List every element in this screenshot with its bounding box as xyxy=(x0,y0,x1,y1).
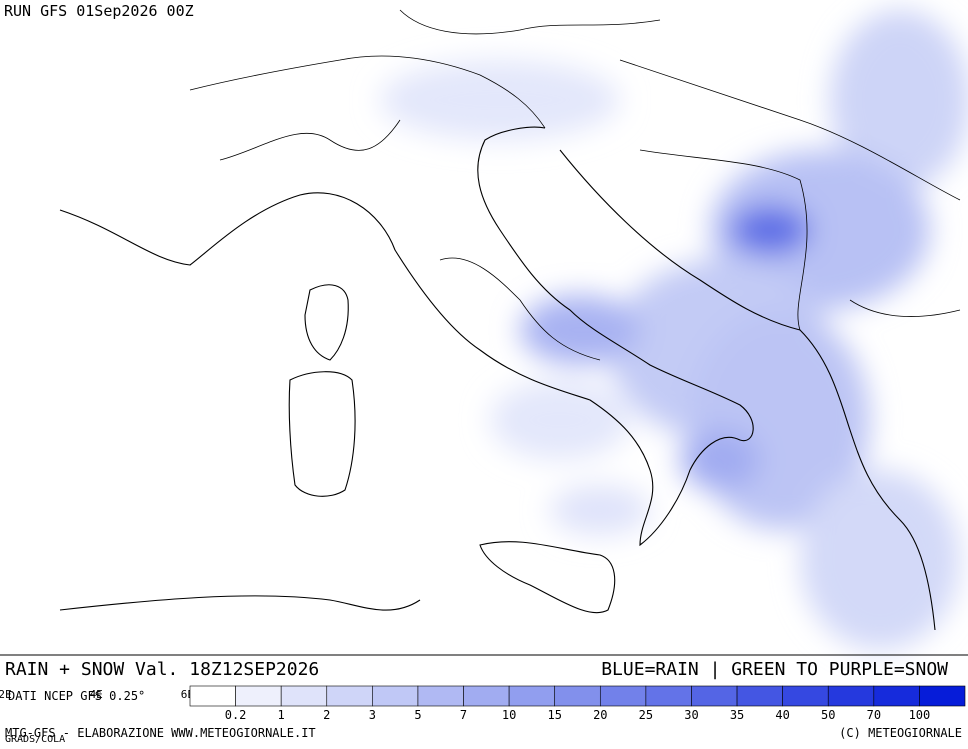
engine: GRADS/COLA xyxy=(5,734,65,745)
legend-swatch xyxy=(280,685,328,707)
credit: MTG-GFS - ELABORAZIONE WWW.METEOGIORNALE… xyxy=(5,726,316,740)
borders xyxy=(189,9,961,361)
legend-swatch xyxy=(645,685,692,707)
legend-swatch xyxy=(827,685,875,707)
precipitation-field xyxy=(380,10,968,650)
legend-swatch xyxy=(782,685,829,707)
legend-label: 2 xyxy=(323,708,330,722)
legend-label: 10 xyxy=(502,708,516,722)
legend-swatch xyxy=(463,685,510,707)
legend-swatch xyxy=(691,685,738,707)
legend-label: 30 xyxy=(684,708,698,722)
legend-swatch xyxy=(873,685,920,707)
legend-swatch xyxy=(736,685,783,707)
legend-label: 3 xyxy=(369,708,376,722)
legend-swatch xyxy=(417,685,464,707)
legend-label: 25 xyxy=(639,708,653,722)
legend-label: 35 xyxy=(730,708,744,722)
longitude-label: 2E xyxy=(0,688,12,701)
legend-label: 20 xyxy=(593,708,607,722)
legend: 0.2 1 2 3 5 7 10 15 20 25 30 35 40 50 70 100 xyxy=(189,685,966,722)
legend-label: 70 xyxy=(867,708,881,722)
color-key: BLUE=RAIN | GREEN TO PURPLE=SNOW xyxy=(601,659,948,680)
legend-label: 0.2 xyxy=(225,708,247,722)
legend-swatch xyxy=(599,685,647,707)
legend-label: 1 xyxy=(278,708,285,722)
product-title: RAIN + SNOW Val. 18Z12SEP2026 xyxy=(5,659,319,680)
legend-swatch xyxy=(189,685,236,707)
legend-label: 7 xyxy=(460,708,467,722)
legend-swatch xyxy=(235,685,282,707)
coastlines xyxy=(59,126,936,631)
legend-swatch xyxy=(508,685,556,707)
legend-swatch xyxy=(326,685,373,707)
data-source: DATI NCEP GFS 0.25° xyxy=(8,689,145,703)
legend-swatch xyxy=(919,685,966,707)
legend-label: 40 xyxy=(775,708,789,722)
legend-label: 50 xyxy=(821,708,835,722)
legend-label: 100 xyxy=(909,708,931,722)
legend-swatch xyxy=(554,685,601,707)
legend-label: 15 xyxy=(547,708,561,722)
legend-label: 5 xyxy=(414,708,421,722)
copyright: (C) METEOGIORNALE xyxy=(839,726,962,740)
run-label: RUN GFS 01Sep2026 00Z xyxy=(4,2,194,20)
legend-swatch xyxy=(372,685,419,707)
longitude-label: 4E xyxy=(90,688,103,701)
